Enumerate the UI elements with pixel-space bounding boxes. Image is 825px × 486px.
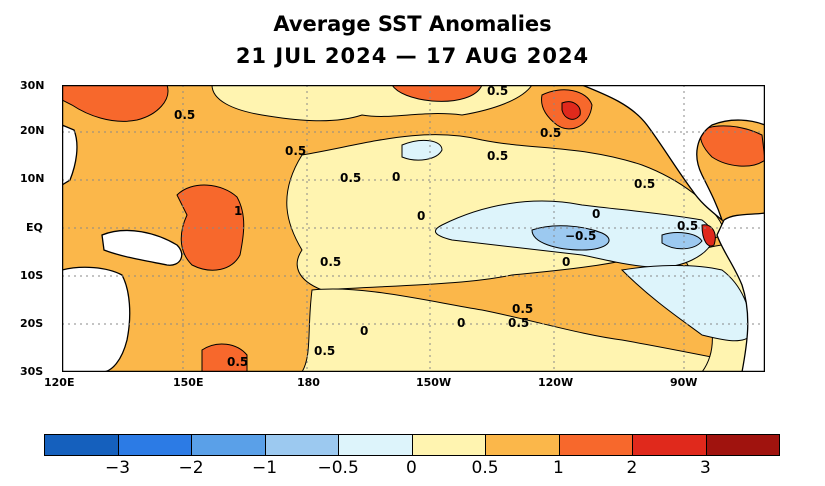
- contour-label: 0: [392, 170, 400, 184]
- colorbar-swatch: [705, 434, 780, 456]
- colorbar-label: 1: [553, 458, 564, 478]
- contour-label: 0.5: [314, 344, 335, 358]
- lon-label-90w: 90W: [670, 376, 698, 389]
- contour-label: 0.5: [174, 108, 195, 122]
- contour-label: 0.5: [227, 355, 248, 369]
- contour-label: 0.5: [487, 149, 508, 163]
- colorbar-label: −0.5: [317, 458, 359, 478]
- lat-label-20n: 20N: [20, 124, 45, 137]
- colorbar-label: 2: [626, 458, 638, 478]
- lat-label-20s: 20S: [20, 317, 44, 330]
- land-north-america: [581, 85, 765, 223]
- contour-label: 0.5: [320, 255, 341, 269]
- colorbar-label: 3: [700, 458, 711, 478]
- sst-anomaly-map: 0.5 0.5 0.5 0.5 0.5 0.5 1 0 0.5 0 0 −0.5…: [62, 85, 765, 372]
- contour-label: 0: [562, 255, 570, 269]
- lon-label-150e: 150E: [173, 376, 204, 389]
- lon-label-150w: 150W: [416, 376, 452, 389]
- colorbar-label: −3: [105, 458, 131, 478]
- colorbar-swatch: [411, 434, 486, 456]
- anomaly-region-yellow-south: [301, 288, 753, 372]
- colorbar-swatch: [485, 434, 560, 456]
- anomaly-region-darkred: [561, 101, 581, 120]
- anomaly-region-red-warm-pool: [176, 184, 245, 271]
- contour-label: 0: [457, 316, 465, 330]
- lon-label-180: 180: [297, 376, 320, 389]
- colorbar-swatch: [338, 434, 413, 456]
- contour-label: 0.5: [508, 316, 529, 330]
- anomaly-region-red-sw: [201, 343, 248, 372]
- contour-label: 0.5: [487, 85, 508, 98]
- contour-label: 0.5: [340, 171, 361, 185]
- anomaly-region-blue: [531, 225, 610, 251]
- lat-label-10n: 10N: [20, 172, 45, 185]
- lat-label-eq: EQ: [26, 221, 43, 234]
- map-title: Average SST Anomalies: [273, 12, 552, 36]
- anomaly-region-red-nw: [62, 85, 169, 122]
- contour-label: −0.5: [565, 229, 596, 243]
- map-date-range: 21 JUL 2024 — 17 AUG 2024: [235, 44, 590, 68]
- contour-label: 0.5: [512, 302, 533, 316]
- colorbar-label: −2: [178, 458, 204, 478]
- lat-label-10s: 10S: [20, 269, 44, 282]
- contour-label: 0: [360, 324, 368, 338]
- lon-label-120w: 120W: [538, 376, 574, 389]
- colorbar-swatch: [264, 434, 339, 456]
- land-australia: [62, 266, 131, 372]
- anomaly-region-red-n: [391, 85, 483, 102]
- colorbar-swatch: [117, 434, 192, 456]
- anomaly-region-darkred-peru: [701, 224, 716, 247]
- colorbar-swatch: [191, 434, 266, 456]
- lat-label-30n: 30N: [20, 79, 45, 92]
- contour-label: 0.5: [677, 219, 698, 233]
- contour-label: 0: [592, 207, 600, 221]
- contour-labels: 0.5 0.5 0.5 0.5 0.5 0.5 1 0 0.5 0 0 −0.5…: [174, 85, 698, 369]
- contour-label: 0.5: [634, 177, 655, 191]
- anomaly-region-light-blue-n: [401, 139, 443, 161]
- land-south-america: [716, 212, 765, 372]
- lat-label-30s: 30S: [20, 365, 44, 378]
- colorbar-label: 0.5: [471, 458, 499, 478]
- lon-label-120e: 120E: [44, 376, 75, 389]
- land-asia: [62, 124, 78, 186]
- colorbar-swatch: [632, 434, 707, 456]
- colorbar-label: −1: [252, 458, 278, 478]
- colorbar-label: 0: [406, 458, 417, 478]
- contour-label: 1: [234, 204, 242, 218]
- anomaly-region-blue-e: [661, 232, 703, 250]
- colorbar-swatch: [44, 434, 119, 456]
- contour-label: 0.5: [540, 126, 561, 140]
- colorbar-swatch: [558, 434, 633, 456]
- map-frame: [62, 85, 765, 372]
- contour-label: 0.5: [285, 144, 306, 158]
- land-new-guinea: [101, 229, 183, 266]
- contour-label: 0: [417, 209, 425, 223]
- anomaly-region-red-gulf: [699, 125, 765, 167]
